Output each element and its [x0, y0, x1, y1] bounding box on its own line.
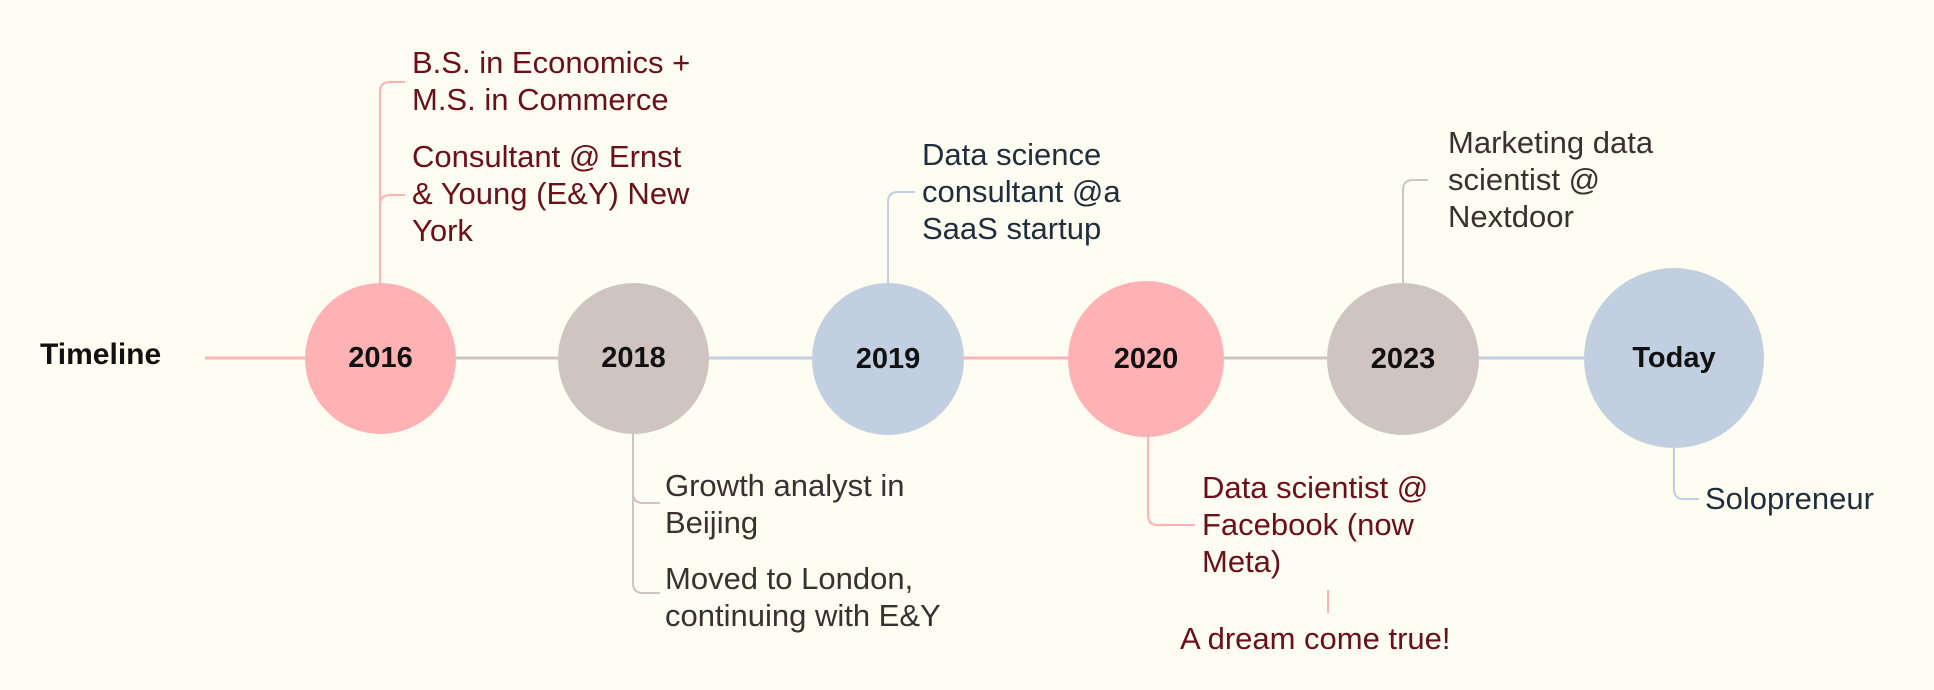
connector-2019 — [887, 191, 915, 283]
connector-2018 — [632, 433, 660, 594]
node-2019: 2019 — [812, 283, 964, 435]
connector-2023 — [1402, 179, 1428, 283]
node-2018: 2018 — [558, 283, 709, 434]
event-2016-consultant: Consultant @ Ernst & Young (E&Y) New Yor… — [412, 139, 690, 248]
event-2020-note: A dream come true! — [1180, 621, 1451, 656]
timeline-title: Timeline — [40, 338, 162, 371]
node-2016: 2016 — [305, 283, 456, 434]
event-2019-consultant: Data science consultant @a SaaS startup — [922, 137, 1121, 246]
event-today-solopreneur: Solopreneur — [1705, 481, 1874, 516]
node-2023: 2023 — [1327, 283, 1479, 435]
node-today: Today — [1584, 268, 1764, 448]
event-2018-london: Moved to London, continuing with E&Y — [665, 561, 941, 633]
node-2020: 2020 — [1068, 281, 1224, 437]
event-2016-education: B.S. in Economics + M.S. in Commerce — [412, 45, 691, 117]
event-2023-nextdoor: Marketing data scientist @ Nextdoor — [1448, 125, 1654, 234]
connector-2020 — [1147, 435, 1195, 526]
connector-today — [1673, 448, 1699, 500]
event-2020-facebook: Data scientist @ Facebook (now Meta) — [1202, 470, 1429, 579]
event-2018-growth-analyst: Growth analyst in Beijing — [665, 468, 905, 540]
connector-2016 — [379, 81, 405, 283]
